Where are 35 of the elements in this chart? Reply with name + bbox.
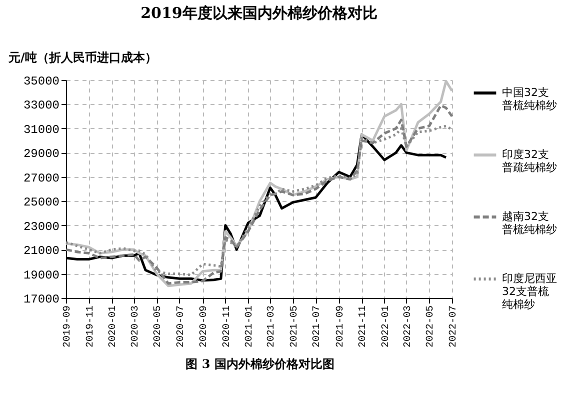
y-tick-label: 35000 — [23, 74, 60, 88]
y-tick-label: 19000 — [23, 268, 60, 282]
legend-label: 中国32支普梳纯棉纱 — [502, 86, 557, 112]
y-tick-label: 27000 — [23, 171, 60, 186]
y-tick-label: 17000 — [23, 292, 60, 306]
x-tick-label: 2020-05 — [153, 306, 164, 348]
x-tick-label: 2020-01 — [108, 306, 120, 348]
x-tick-label: 2022-07 — [448, 306, 460, 348]
x-tick-label: 2021-05 — [289, 306, 300, 348]
legend-label: 印度32支普疏纯棉纱 — [502, 148, 557, 174]
x-tick-label: 2019-11 — [85, 306, 96, 348]
chart-title: 2019年度以来国内外棉纱价格对比 — [140, 4, 378, 22]
legend-label: 越南32支普梳纯棉纱 — [502, 210, 557, 236]
x-tick-label: 2020-03 — [130, 306, 142, 348]
y-tick-label: 29000 — [23, 147, 60, 162]
y-tick-label: 25000 — [23, 196, 60, 210]
y-tick-label: 33000 — [23, 98, 60, 113]
x-tick-label: 2021-01 — [244, 306, 256, 348]
x-tick-label: 2022-05 — [426, 306, 437, 348]
x-tick-label: 2021-07 — [312, 306, 324, 348]
y-tick-label: 23000 — [23, 220, 60, 234]
x-tick-label: 2020-07 — [176, 306, 187, 348]
x-tick-label: 2021-09 — [335, 306, 346, 348]
x-tick-label: 2022-03 — [402, 306, 414, 348]
caption: 图 3 国内外棉纱价格对比图 — [184, 356, 336, 373]
legend-label: 印度尼西亚32支普梳纯棉纱 — [502, 272, 557, 311]
x-tick-label: 2019-09 — [62, 306, 74, 348]
x-tick-label: 2020-09 — [199, 306, 210, 348]
y-tick-label: 31000 — [23, 122, 60, 137]
x-tick-label: 2020-11 — [222, 306, 233, 348]
y-tick-label: 21000 — [23, 244, 60, 258]
x-tick-label: 2021-11 — [358, 306, 370, 348]
x-tick-label: 2021-03 — [266, 306, 278, 348]
x-tick-label: 2022-01 — [380, 306, 392, 348]
y-axis-title: 元/吨（折人民币进口成本） — [8, 50, 157, 64]
